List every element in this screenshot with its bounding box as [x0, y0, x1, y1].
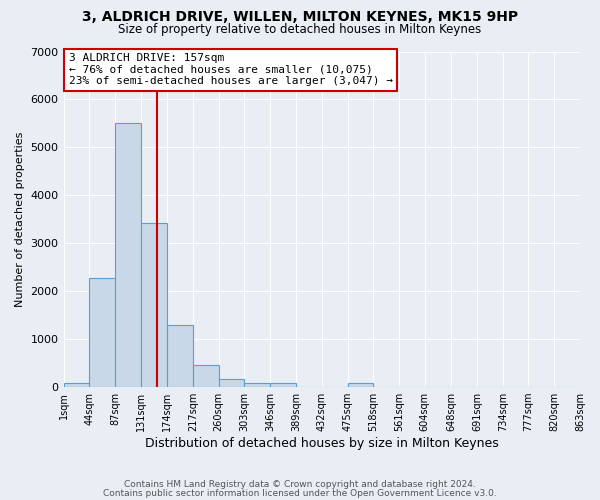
Y-axis label: Number of detached properties: Number of detached properties — [15, 132, 25, 307]
Bar — [244, 384, 270, 387]
Bar — [347, 384, 373, 387]
Bar — [64, 384, 89, 387]
Text: 3, ALDRICH DRIVE, WILLEN, MILTON KEYNES, MK15 9HP: 3, ALDRICH DRIVE, WILLEN, MILTON KEYNES,… — [82, 10, 518, 24]
Bar — [142, 223, 167, 387]
Text: Contains public sector information licensed under the Open Government Licence v3: Contains public sector information licen… — [103, 488, 497, 498]
Bar — [193, 365, 219, 387]
Text: Contains HM Land Registry data © Crown copyright and database right 2024.: Contains HM Land Registry data © Crown c… — [124, 480, 476, 489]
Bar — [219, 378, 244, 387]
Bar — [89, 278, 115, 387]
Text: Size of property relative to detached houses in Milton Keynes: Size of property relative to detached ho… — [118, 22, 482, 36]
Text: 3 ALDRICH DRIVE: 157sqm
← 76% of detached houses are smaller (10,075)
23% of sem: 3 ALDRICH DRIVE: 157sqm ← 76% of detache… — [69, 53, 393, 86]
Bar — [167, 325, 193, 387]
Bar — [115, 124, 142, 387]
X-axis label: Distribution of detached houses by size in Milton Keynes: Distribution of detached houses by size … — [145, 437, 499, 450]
Bar — [270, 384, 296, 387]
